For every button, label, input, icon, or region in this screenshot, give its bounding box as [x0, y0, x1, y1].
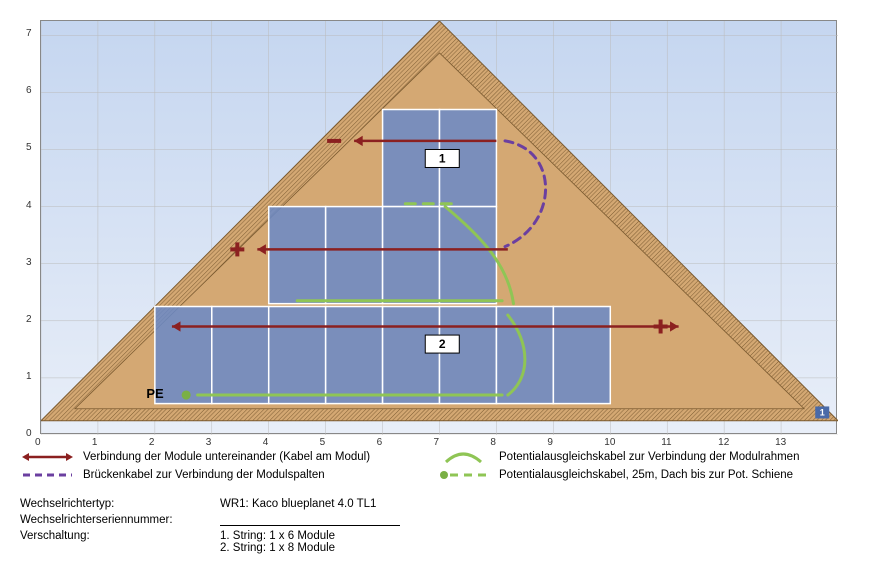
info-wiring: Verschaltung: 1. String: 1 x 6 Module 2.… [20, 530, 852, 554]
legend-item: Potentialausgleichskabel zur Verbindung … [436, 450, 852, 464]
info-label: Verschaltung: [20, 530, 220, 554]
info-value-block: 1. String: 1 x 6 Module 2. String: 1 x 8… [220, 530, 335, 554]
green-arc-icon [436, 450, 491, 464]
legend-item: Potentialausgleichskabel, 25m, Dach bis … [436, 468, 852, 482]
svg-text:PE: PE [146, 386, 164, 401]
legend-text: Verbindung der Module untereinander (Kab… [83, 451, 370, 463]
purple-dash-icon [20, 468, 75, 482]
legend-text: Brückenkabel zur Verbindung der Modulspa… [83, 469, 325, 481]
svg-text:1: 1 [820, 407, 825, 417]
svg-text:1: 1 [439, 151, 446, 165]
legend-info-area: Verbindung der Module untereinander (Kab… [20, 450, 852, 558]
info-label: Wechselrichterseriennummer: [20, 514, 220, 526]
info-value: WR1: Kaco blueplanet 4.0 TL1 [220, 498, 376, 510]
legend-item: Brückenkabel zur Verbindung der Modulspa… [20, 468, 436, 482]
info-serial: Wechselrichterseriennummer: [20, 514, 852, 526]
wiring-line: 2. String: 1 x 8 Module [220, 542, 335, 554]
legend-left: Verbindung der Module untereinander (Kab… [20, 450, 436, 486]
green-dot-dash-icon [436, 468, 491, 482]
red-dblarrow-icon [20, 450, 75, 464]
diagram-container: 12PE31 01234567891011121301234567 Verbin… [0, 0, 872, 581]
serial-underline [220, 514, 400, 526]
svg-text:2: 2 [439, 337, 446, 351]
wiring-line: 1. String: 1 x 6 Module [220, 530, 335, 542]
legend-text: Potentialausgleichskabel zur Verbindung … [499, 451, 799, 463]
legend-text: Potentialausgleichskabel, 25m, Dach bis … [499, 469, 793, 481]
plot-area: 12PE31 [40, 20, 837, 434]
legend-item: Verbindung der Module untereinander (Kab… [20, 450, 436, 464]
legend-right: Potentialausgleichskabel zur Verbindung … [436, 450, 852, 486]
info-label: Wechselrichtertyp: [20, 498, 220, 510]
info-type: Wechselrichtertyp: WR1: Kaco blueplanet … [20, 498, 852, 510]
